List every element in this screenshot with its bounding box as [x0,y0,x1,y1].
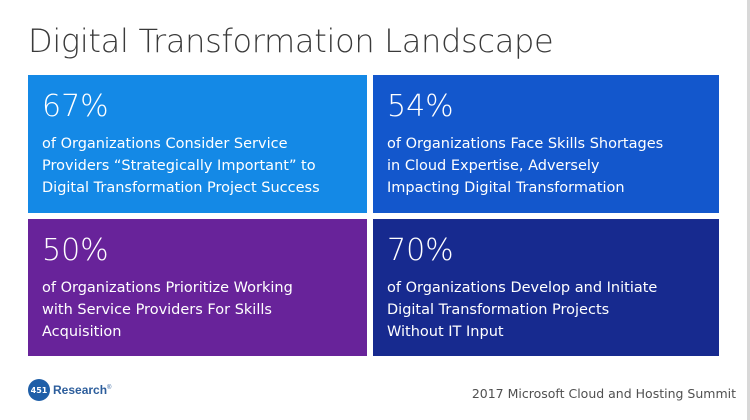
stat-percent: 50% [42,233,109,268]
slide-edge-divider [747,0,750,420]
stat-tile-service-providers-importance: 67% of Organizations Consider Service Pr… [28,75,367,213]
stat-tile-skills-shortages: 54% of Organizations Face Skills Shortag… [373,75,719,213]
logo-wordmark: Research® [53,383,111,397]
stat-percent: 70% [387,233,454,268]
451-research-logo: 451 Research® [28,378,111,402]
stat-percent: 67% [42,89,109,124]
event-footer: 2017 Microsoft Cloud and Hosting Summit [471,386,736,401]
logo-text: Research [53,383,108,397]
logo-badge-icon: 451 [28,379,50,401]
stat-description: of Organizations Face Skills Shortages i… [387,136,664,196]
stat-tile-skills-acquisition: 50% of Organizations Prioritize Working … [28,219,367,356]
stat-tile-without-it-input: 70% of Organizations Develop and Initiat… [373,219,719,356]
slide-title: Digital Transformation Landscape [28,22,554,60]
stat-description: of Organizations Prioritize Working with… [42,280,293,340]
stat-percent: 54% [387,89,454,124]
stat-description: of Organizations Develop and Initiate Di… [387,280,658,340]
registered-mark: ® [107,385,112,391]
stat-description: of Organizations Consider Service Provid… [42,136,320,196]
